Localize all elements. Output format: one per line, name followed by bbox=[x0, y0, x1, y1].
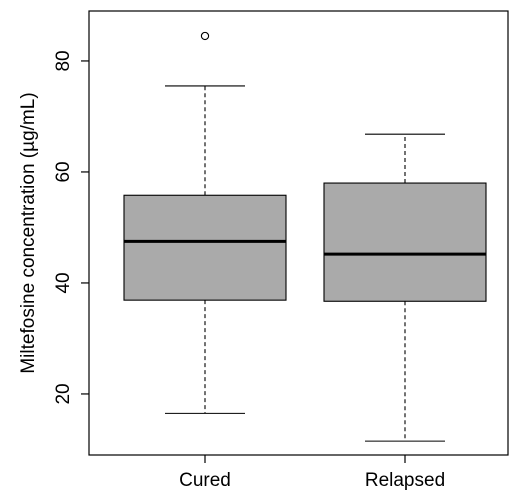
y-tick-label: 20 bbox=[53, 383, 74, 404]
y-axis: 20 40 60 80 bbox=[53, 50, 89, 404]
y-tick-label: 40 bbox=[53, 272, 74, 293]
box-series bbox=[124, 32, 486, 441]
iqr-box bbox=[324, 183, 486, 301]
x-category-label: Cured bbox=[179, 470, 231, 491]
x-axis: Cured Relapsed bbox=[179, 455, 445, 491]
iqr-box bbox=[124, 195, 286, 300]
x-category-label: Relapsed bbox=[365, 470, 445, 491]
box-relapsed bbox=[324, 134, 486, 441]
box-cured bbox=[124, 32, 286, 413]
y-axis-title: Miltefosine concentration (µg/mL) bbox=[18, 92, 39, 373]
y-tick-label: 80 bbox=[53, 50, 74, 71]
outlier-point bbox=[201, 32, 208, 39]
y-tick-label: 60 bbox=[53, 161, 74, 182]
